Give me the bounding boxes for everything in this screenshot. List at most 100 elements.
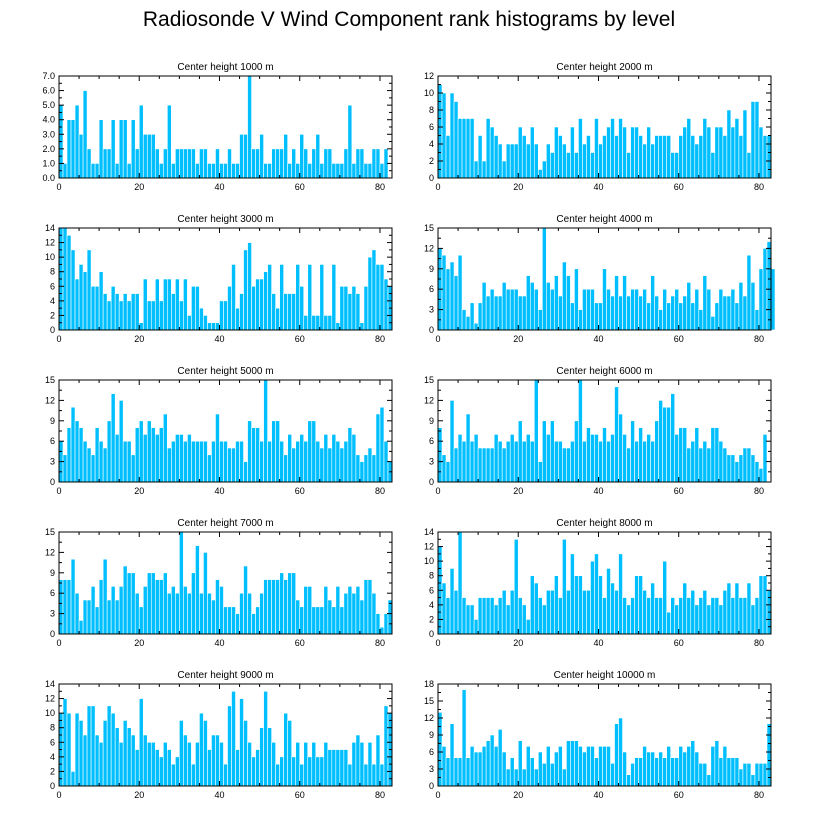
histogram-bar — [542, 763, 547, 787]
histogram-bar — [347, 586, 353, 635]
y-tick-label: 12 — [424, 713, 434, 723]
y-tick-label: 0 — [50, 629, 55, 639]
histogram-bar — [283, 133, 288, 179]
histogram-bar — [191, 285, 196, 331]
histogram-bar — [710, 746, 716, 787]
y-tick-label: 0 — [429, 325, 434, 335]
histogram-bar — [199, 592, 204, 635]
histogram-bar — [606, 288, 611, 331]
histogram-bar — [602, 427, 607, 483]
histogram-bar — [379, 763, 385, 787]
histogram-bar — [714, 126, 720, 179]
histogram-bar — [307, 163, 313, 179]
histogram-bar — [375, 148, 381, 179]
x-tick-label: 80 — [754, 486, 764, 496]
histogram-bar — [355, 586, 361, 635]
x-tick-label: 0 — [435, 486, 440, 496]
histogram-bar — [211, 322, 216, 331]
histogram-bar — [335, 440, 341, 483]
y-tick-label: 8 — [50, 723, 55, 733]
histogram-bar — [493, 604, 499, 635]
histogram-bar — [678, 135, 684, 179]
histogram-bar — [497, 440, 503, 483]
histogram-bar — [686, 447, 692, 483]
histogram-bar — [283, 293, 288, 331]
histogram-bar — [525, 275, 531, 331]
histogram-bar — [142, 586, 148, 635]
histogram-bar — [295, 264, 301, 331]
histogram-bar — [215, 413, 220, 483]
histogram-bar — [187, 592, 192, 635]
y-tick-label: 6 — [429, 122, 434, 132]
histogram-bar — [674, 434, 680, 483]
histogram-bar — [702, 275, 708, 331]
histogram-bar — [126, 440, 132, 483]
histogram-bar — [191, 440, 196, 483]
histogram-bar — [367, 447, 373, 483]
histogram-bar — [66, 427, 72, 483]
histogram-bar — [110, 712, 116, 787]
histogram-bar — [546, 282, 551, 331]
histogram-bar — [698, 135, 704, 179]
histogram-bar — [578, 309, 583, 331]
histogram-bar — [686, 118, 692, 179]
histogram-bar — [662, 406, 667, 483]
histogram-bar — [343, 440, 349, 483]
histogram-bar — [441, 92, 447, 179]
histogram-bar — [130, 572, 136, 635]
histogram-bar — [542, 420, 547, 483]
histogram-bar — [618, 717, 623, 787]
histogram-bar — [110, 119, 116, 179]
histogram-bar — [114, 599, 120, 635]
histogram-bar — [722, 447, 728, 483]
histogram-bar — [271, 741, 276, 787]
histogram-bar — [722, 589, 728, 635]
histogram-bar — [445, 461, 451, 483]
histogram-bar — [303, 440, 309, 483]
histogram-bar — [686, 282, 692, 331]
histogram-bar — [303, 315, 309, 331]
histogram-bar — [187, 315, 192, 331]
histogram-bar — [662, 560, 667, 635]
histogram-bar — [138, 606, 144, 635]
x-tick-label: 80 — [375, 790, 385, 800]
histogram-bar — [335, 749, 341, 787]
histogram-bar — [159, 579, 164, 635]
y-tick-label: 6 — [50, 281, 55, 291]
histogram-bar — [315, 133, 321, 179]
histogram-bar — [347, 104, 353, 179]
histogram-bar — [311, 148, 317, 179]
histogram-bar — [525, 746, 531, 787]
histogram-bar — [235, 163, 240, 179]
histogram-bar — [698, 309, 704, 331]
histogram-bar — [371, 763, 377, 787]
panel-title: Center height 2000 m — [556, 62, 652, 73]
histogram-bar — [219, 163, 224, 179]
histogram-bar — [702, 763, 708, 787]
histogram-panel-6: Center height 6000 m 0 20 40 60 80 0 3 6 9 12 15 — [424, 366, 772, 496]
x-tick-label: 60 — [674, 182, 684, 192]
histogram-bar — [267, 579, 272, 635]
histogram-bar — [359, 322, 365, 331]
histogram-bar — [622, 275, 627, 331]
histogram-bar — [666, 135, 672, 179]
histogram-bar — [666, 406, 672, 483]
histogram-bar — [690, 440, 696, 483]
histogram-bar — [578, 379, 583, 483]
histogram-bar — [481, 282, 487, 331]
histogram-bar — [263, 271, 268, 331]
histogram-bar — [469, 118, 475, 179]
histogram-bar — [630, 126, 635, 179]
histogram-bar — [662, 757, 667, 787]
histogram-bar — [319, 163, 325, 179]
histogram-bar — [375, 413, 381, 483]
histogram-bar — [445, 757, 451, 787]
histogram-bar — [630, 597, 635, 635]
histogram-bar — [754, 309, 760, 331]
histogram-bar — [457, 254, 463, 331]
histogram-bar — [634, 126, 639, 179]
y-tick-label: 0 — [429, 477, 434, 487]
histogram-bar — [154, 749, 160, 787]
histogram-bar — [82, 734, 88, 787]
histogram-bar — [295, 599, 301, 635]
